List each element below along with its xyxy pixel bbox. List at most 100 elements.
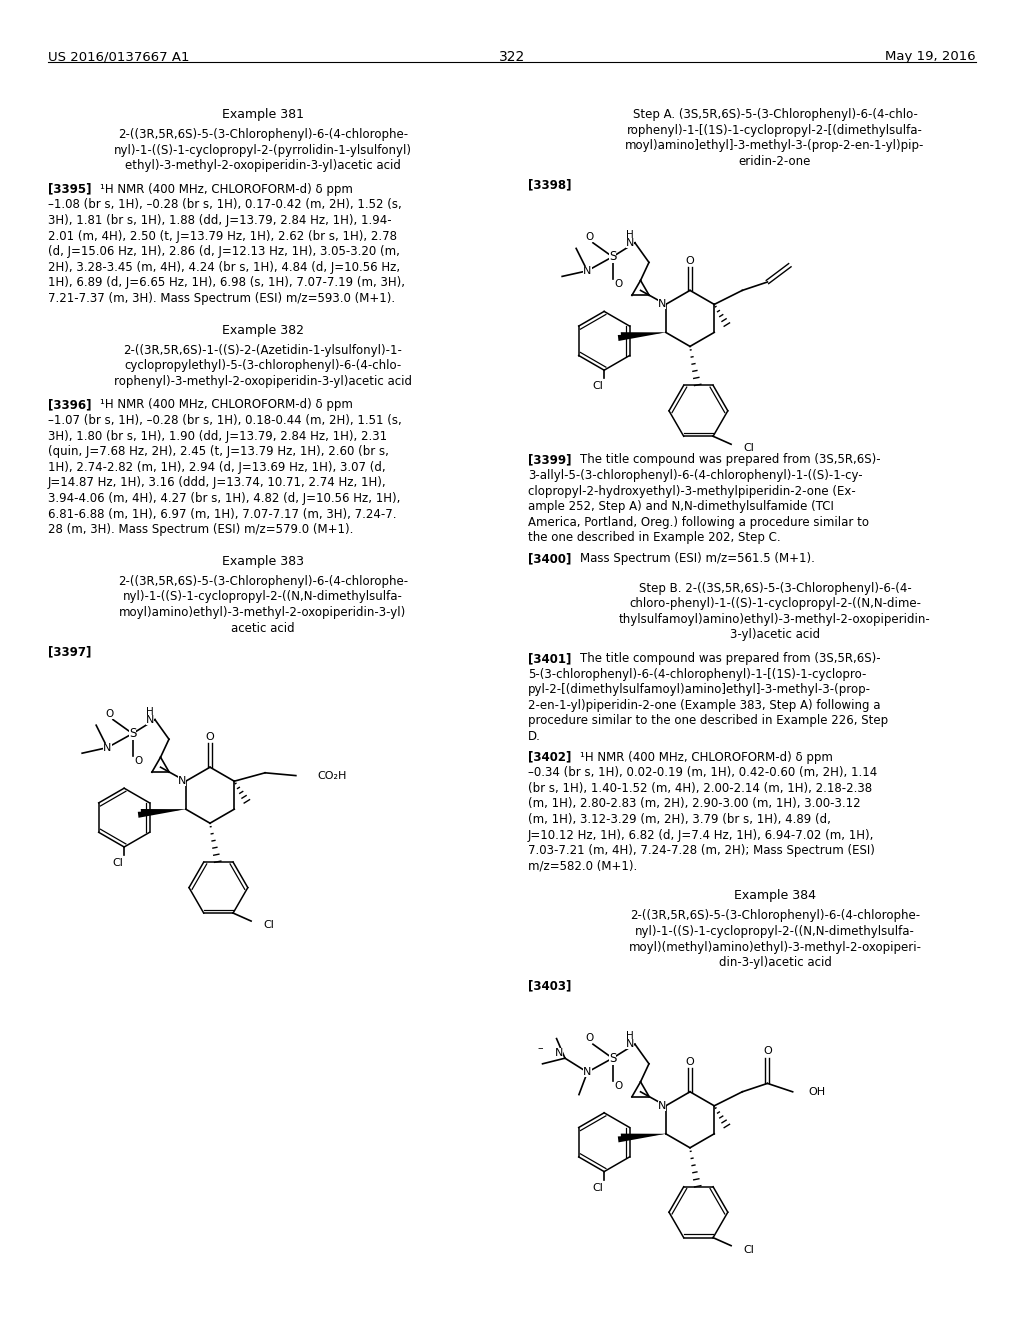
Text: (d, J=15.06 Hz, 1H), 2.86 (d, J=12.13 Hz, 1H), 3.05-3.20 (m,: (d, J=15.06 Hz, 1H), 2.86 (d, J=12.13 Hz… (48, 246, 400, 259)
Text: OH: OH (809, 1086, 825, 1097)
Text: [3402]: [3402] (528, 751, 571, 763)
Text: [3396]: [3396] (48, 399, 91, 412)
Text: 28 (m, 3H). Mass Spectrum (ESI) m/z=579.0 (M+1).: 28 (m, 3H). Mass Spectrum (ESI) m/z=579.… (48, 523, 353, 536)
Text: H: H (626, 230, 634, 240)
Text: The title compound was prepared from (3S,5R,6S)-: The title compound was prepared from (3S… (580, 652, 881, 665)
Text: N: N (657, 1101, 666, 1111)
Text: ethyl)-3-methyl-2-oxopiperidin-3-yl)acetic acid: ethyl)-3-methyl-2-oxopiperidin-3-yl)acet… (125, 160, 401, 172)
Text: Cl: Cl (113, 858, 123, 869)
Text: CO₂H: CO₂H (317, 771, 347, 780)
Text: ¹H NMR (400 MHz, CHLOROFORM-d) δ ppm: ¹H NMR (400 MHz, CHLOROFORM-d) δ ppm (100, 399, 353, 412)
Text: procedure similar to the one described in Example 226, Step: procedure similar to the one described i… (528, 714, 888, 727)
Text: O: O (586, 1034, 594, 1043)
Text: nyl)-1-((S)-1-cyclopropyl-2-((N,N-dimethylsulfa-: nyl)-1-((S)-1-cyclopropyl-2-((N,N-dimeth… (123, 590, 402, 603)
Text: din-3-yl)acetic acid: din-3-yl)acetic acid (719, 956, 831, 969)
Text: O: O (134, 756, 142, 766)
Text: moyl)(methyl)amino)ethyl)-3-methyl-2-oxopiperi-: moyl)(methyl)amino)ethyl)-3-methyl-2-oxo… (629, 941, 922, 953)
Text: N: N (145, 714, 155, 725)
Text: 2-((3R,5R,6S)-5-(3-Chlorophenyl)-6-(4-chlorophe-: 2-((3R,5R,6S)-5-(3-Chlorophenyl)-6-(4-ch… (630, 909, 920, 923)
Text: 2-((3R,5R,6S)-1-((S)-2-(Azetidin-1-ylsulfonyl)-1-: 2-((3R,5R,6S)-1-((S)-2-(Azetidin-1-ylsul… (124, 343, 402, 356)
Text: [3403]: [3403] (528, 979, 571, 993)
Text: 7.21-7.37 (m, 3H). Mass Spectrum (ESI) m/z=593.0 (M+1).: 7.21-7.37 (m, 3H). Mass Spectrum (ESI) m… (48, 292, 395, 305)
Text: D.: D. (528, 730, 541, 743)
Text: 3H), 1.81 (br s, 1H), 1.88 (dd, J=13.79, 2.84 Hz, 1H), 1.94-: 3H), 1.81 (br s, 1H), 1.88 (dd, J=13.79,… (48, 214, 391, 227)
Text: pyl-2-[(dimethylsulfamoyl)amino]ethyl]-3-methyl-3-(prop-: pyl-2-[(dimethylsulfamoyl)amino]ethyl]-3… (528, 684, 871, 696)
Text: [3398]: [3398] (528, 178, 571, 191)
Text: m/z=582.0 (M+1).: m/z=582.0 (M+1). (528, 859, 637, 873)
Text: 6.81-6.88 (m, 1H), 6.97 (m, 1H), 7.07-7.17 (m, 3H), 7.24-7.: 6.81-6.88 (m, 1H), 6.97 (m, 1H), 7.07-7.… (48, 508, 396, 520)
Text: –: – (538, 1043, 543, 1053)
Text: Example 382: Example 382 (222, 323, 304, 337)
Text: Cl: Cl (592, 1183, 603, 1192)
Text: [3400]: [3400] (528, 552, 571, 565)
Text: acetic acid: acetic acid (231, 622, 295, 635)
Text: J=10.12 Hz, 1H), 6.82 (d, J=7.4 Hz, 1H), 6.94-7.02 (m, 1H),: J=10.12 Hz, 1H), 6.82 (d, J=7.4 Hz, 1H),… (528, 829, 874, 842)
Text: (m, 1H), 2.80-2.83 (m, 2H), 2.90-3.00 (m, 1H), 3.00-3.12: (m, 1H), 2.80-2.83 (m, 2H), 2.90-3.00 (m… (528, 797, 860, 810)
Text: nyl)-1-((S)-1-cyclopropyl-2-((N,N-dimethylsulfa-: nyl)-1-((S)-1-cyclopropyl-2-((N,N-dimeth… (635, 925, 914, 939)
Text: ¹H NMR (400 MHz, CHLOROFORM-d) δ ppm: ¹H NMR (400 MHz, CHLOROFORM-d) δ ppm (100, 182, 353, 195)
Text: Mass Spectrum (ESI) m/z=561.5 (M+1).: Mass Spectrum (ESI) m/z=561.5 (M+1). (580, 552, 815, 565)
Text: N: N (103, 743, 112, 752)
Text: Example 381: Example 381 (222, 108, 304, 121)
Polygon shape (140, 809, 185, 814)
Text: US 2016/0137667 A1: US 2016/0137667 A1 (48, 50, 189, 63)
Text: Cl: Cl (743, 1245, 754, 1255)
Text: rophenyl)-1-[(1S)-1-cyclopropyl-2-[(dimethylsulfa-: rophenyl)-1-[(1S)-1-cyclopropyl-2-[(dime… (627, 124, 923, 136)
Text: J=14.87 Hz, 1H), 3.16 (ddd, J=13.74, 10.71, 2.74 Hz, 1H),: J=14.87 Hz, 1H), 3.16 (ddd, J=13.74, 10.… (48, 477, 387, 490)
Text: 3.94-4.06 (m, 4H), 4.27 (br s, 1H), 4.82 (d, J=10.56 Hz, 1H),: 3.94-4.06 (m, 4H), 4.27 (br s, 1H), 4.82… (48, 492, 400, 506)
Text: H: H (626, 1031, 634, 1041)
Text: the one described in Example 202, Step C.: the one described in Example 202, Step C… (528, 532, 780, 544)
Text: S: S (609, 1052, 616, 1065)
Text: O: O (686, 256, 694, 265)
Text: S: S (129, 727, 136, 741)
Text: N: N (626, 238, 634, 248)
Polygon shape (617, 333, 666, 341)
Text: O: O (105, 709, 114, 718)
Text: [3395]: [3395] (48, 182, 91, 195)
Text: N: N (177, 776, 186, 787)
Text: 3-yl)acetic acid: 3-yl)acetic acid (730, 628, 820, 642)
Text: (m, 1H), 3.12-3.29 (m, 2H), 3.79 (br s, 1H), 4.89 (d,: (m, 1H), 3.12-3.29 (m, 2H), 3.79 (br s, … (528, 813, 830, 826)
Text: 3-allyl-5-(3-chlorophenyl)-6-(4-chlorophenyl)-1-((S)-1-cy-: 3-allyl-5-(3-chlorophenyl)-6-(4-chloroph… (528, 469, 862, 482)
Text: chloro-phenyl)-1-((S)-1-cyclopropyl-2-((N,N-dime-: chloro-phenyl)-1-((S)-1-cyclopropyl-2-((… (629, 597, 921, 610)
Text: 7.03-7.21 (m, 4H), 7.24-7.28 (m, 2H); Mass Spectrum (ESI): 7.03-7.21 (m, 4H), 7.24-7.28 (m, 2H); Ma… (528, 845, 874, 857)
Text: H: H (146, 706, 154, 717)
Text: The title compound was prepared from (3S,5R,6S)-: The title compound was prepared from (3S… (580, 453, 881, 466)
Polygon shape (621, 1134, 666, 1139)
Text: Example 384: Example 384 (734, 890, 816, 903)
Text: N: N (555, 1048, 563, 1059)
Text: cyclopropylethyl)-5-(3-chlorophenyl)-6-(4-chlo-: cyclopropylethyl)-5-(3-chlorophenyl)-6-(… (124, 359, 401, 372)
Text: Step A. (3S,5R,6S)-5-(3-Chlorophenyl)-6-(4-chlo-: Step A. (3S,5R,6S)-5-(3-Chlorophenyl)-6-… (633, 108, 918, 121)
Text: O: O (586, 232, 594, 242)
Text: Cl: Cl (592, 381, 603, 391)
Text: N: N (626, 1039, 634, 1049)
Text: S: S (609, 251, 616, 263)
Text: May 19, 2016: May 19, 2016 (886, 50, 976, 63)
Text: Example 383: Example 383 (222, 554, 304, 568)
Text: O: O (763, 1047, 772, 1056)
Text: rophenyl)-3-methyl-2-oxopiperidin-3-yl)acetic acid: rophenyl)-3-methyl-2-oxopiperidin-3-yl)a… (114, 375, 412, 388)
Text: N: N (657, 300, 666, 309)
Text: 2.01 (m, 4H), 2.50 (t, J=13.79 Hz, 1H), 2.62 (br s, 1H), 2.78: 2.01 (m, 4H), 2.50 (t, J=13.79 Hz, 1H), … (48, 230, 397, 243)
Polygon shape (138, 809, 185, 818)
Text: Step B. 2-((3S,5R,6S)-5-(3-Chlorophenyl)-6-(4-: Step B. 2-((3S,5R,6S)-5-(3-Chlorophenyl)… (639, 582, 911, 594)
Text: 3H), 1.80 (br s, 1H), 1.90 (dd, J=13.79, 2.84 Hz, 1H), 2.31: 3H), 1.80 (br s, 1H), 1.90 (dd, J=13.79,… (48, 429, 387, 442)
Text: O: O (614, 1081, 623, 1090)
Text: moyl)amino)ethyl)-3-methyl-2-oxopiperidin-3-yl): moyl)amino)ethyl)-3-methyl-2-oxopiperidi… (120, 606, 407, 619)
Polygon shape (621, 333, 666, 338)
Text: –1.08 (br s, 1H), –0.28 (br s, 1H), 0.17-0.42 (m, 2H), 1.52 (s,: –1.08 (br s, 1H), –0.28 (br s, 1H), 0.17… (48, 198, 401, 211)
Text: 2-((3R,5R,6S)-5-(3-Chlorophenyl)-6-(4-chlorophe-: 2-((3R,5R,6S)-5-(3-Chlorophenyl)-6-(4-ch… (118, 128, 408, 141)
Text: N: N (583, 1067, 592, 1077)
Text: Cl: Cl (263, 920, 274, 931)
Text: [3401]: [3401] (528, 652, 571, 665)
Text: [3397]: [3397] (48, 645, 91, 659)
Text: (br s, 1H), 1.40-1.52 (m, 4H), 2.00-2.14 (m, 1H), 2.18-2.38: (br s, 1H), 1.40-1.52 (m, 4H), 2.00-2.14… (528, 781, 872, 795)
Text: Cl: Cl (743, 444, 754, 453)
Text: 2-((3R,5R,6S)-5-(3-Chlorophenyl)-6-(4-chlorophe-: 2-((3R,5R,6S)-5-(3-Chlorophenyl)-6-(4-ch… (118, 574, 408, 587)
Text: –0.34 (br s, 1H), 0.02-0.19 (m, 1H), 0.42-0.60 (m, 2H), 1.14: –0.34 (br s, 1H), 0.02-0.19 (m, 1H), 0.4… (528, 766, 878, 779)
Text: ¹H NMR (400 MHz, CHLOROFORM-d) δ ppm: ¹H NMR (400 MHz, CHLOROFORM-d) δ ppm (580, 751, 833, 763)
Text: ample 252, Step A) and N,N-dimethylsulfamide (TCI: ample 252, Step A) and N,N-dimethylsulfa… (528, 500, 834, 513)
Text: N: N (583, 265, 592, 276)
Text: –1.07 (br s, 1H), –0.28 (br s, 1H), 0.18-0.44 (m, 2H), 1.51 (s,: –1.07 (br s, 1H), –0.28 (br s, 1H), 0.18… (48, 414, 401, 426)
Text: moyl)amino]ethyl]-3-methyl-3-(prop-2-en-1-yl)pip-: moyl)amino]ethyl]-3-methyl-3-(prop-2-en-… (626, 139, 925, 152)
